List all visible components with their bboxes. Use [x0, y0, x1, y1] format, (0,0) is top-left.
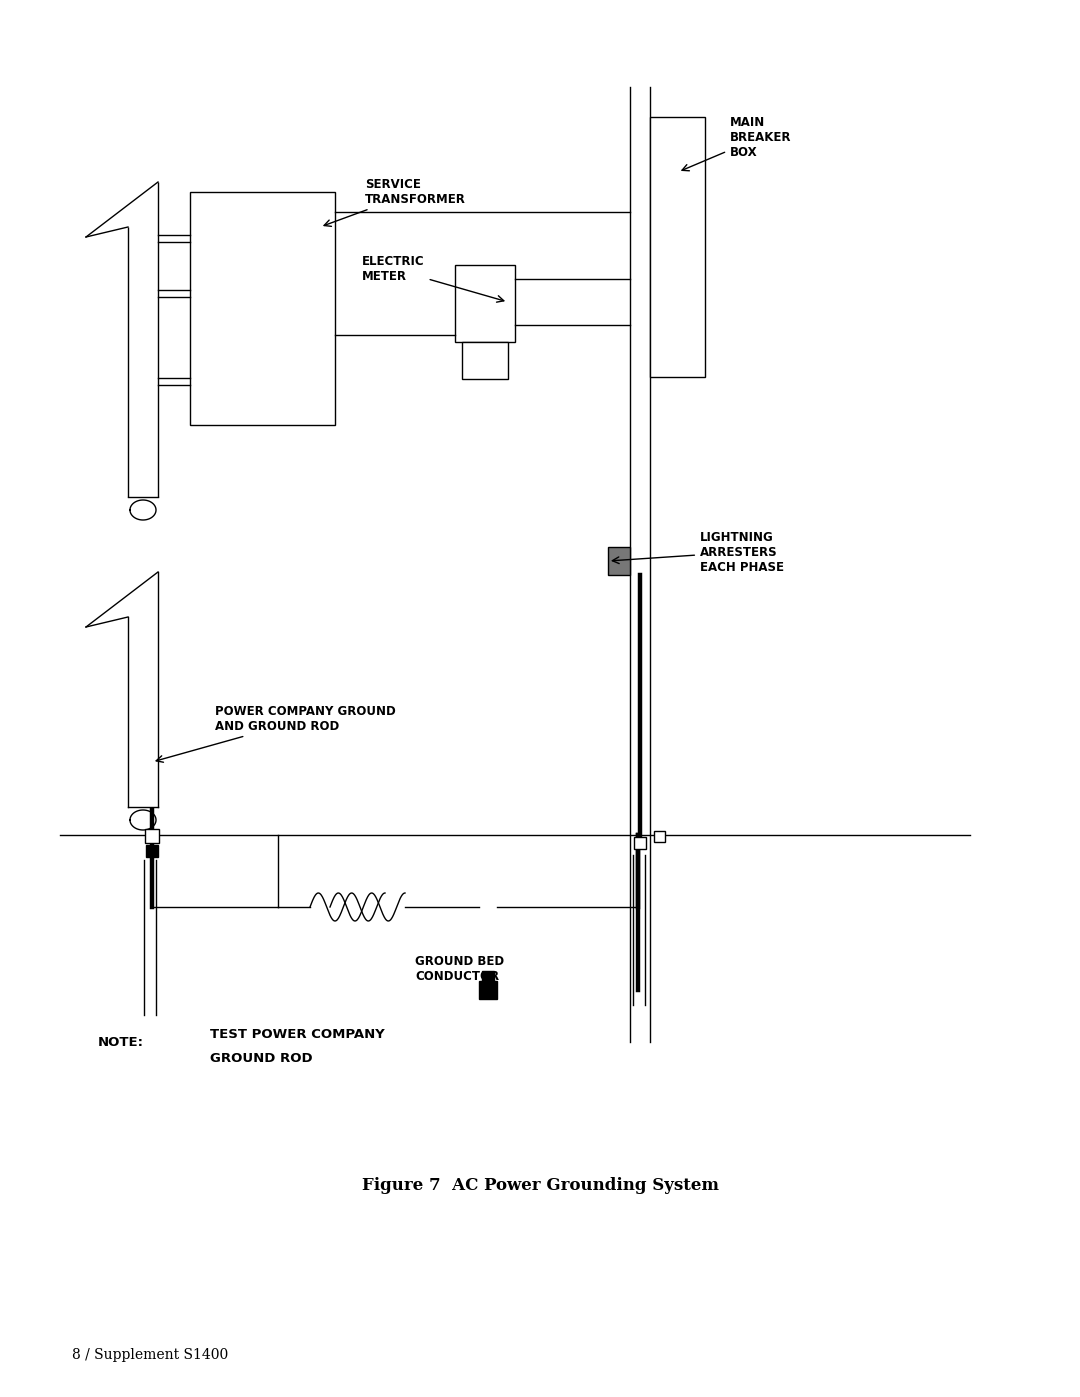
Bar: [462, 342, 508, 379]
Text: TEST POWER COMPANY: TEST POWER COMPANY: [210, 1028, 384, 1042]
Bar: [634, 837, 646, 849]
Text: GROUND BED
CONDUCTOR: GROUND BED CONDUCTOR: [415, 956, 504, 983]
Text: 8 / Supplement S1400: 8 / Supplement S1400: [72, 1348, 228, 1362]
Bar: [654, 831, 665, 842]
Bar: [482, 971, 494, 981]
Text: GROUND ROD: GROUND ROD: [210, 1052, 312, 1066]
Bar: [190, 191, 335, 425]
Text: NOTE:: NOTE:: [98, 1035, 144, 1049]
Bar: [455, 265, 515, 342]
Bar: [608, 548, 630, 576]
Text: LIGHTNING
ARRESTERS
EACH PHASE: LIGHTNING ARRESTERS EACH PHASE: [612, 531, 784, 574]
Bar: [145, 828, 159, 842]
Text: Figure 7  AC Power Grounding System: Figure 7 AC Power Grounding System: [362, 1176, 718, 1193]
Bar: [146, 845, 158, 856]
Text: MAIN
BREAKER
BOX: MAIN BREAKER BOX: [681, 116, 792, 170]
Text: SERVICE
TRANSFORMER: SERVICE TRANSFORMER: [324, 177, 465, 226]
Text: ELECTRIC
METER: ELECTRIC METER: [362, 256, 504, 302]
Bar: [480, 981, 497, 999]
Bar: [650, 117, 705, 377]
Text: POWER COMPANY GROUND
AND GROUND ROD: POWER COMPANY GROUND AND GROUND ROD: [157, 705, 395, 763]
